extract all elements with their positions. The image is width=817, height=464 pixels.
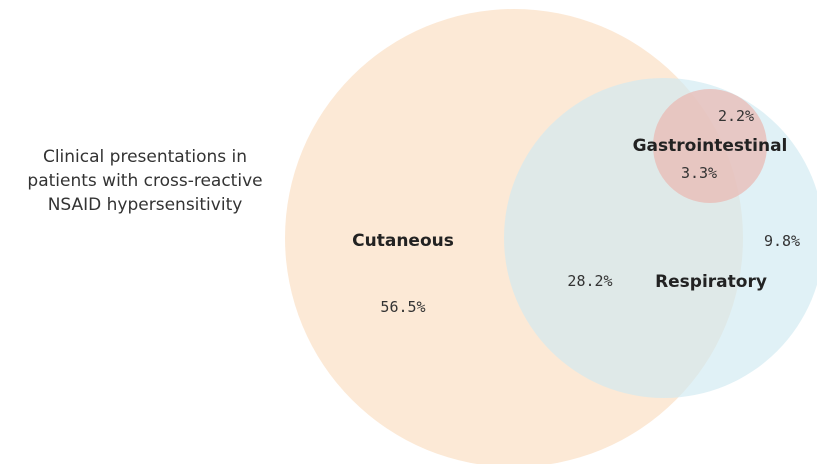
caption-line-3: NSAID hypersensitivity xyxy=(47,195,243,215)
cutaneous-respiratory-value: 28.2% xyxy=(567,272,612,290)
cutaneous-only-value: 56.5% xyxy=(380,298,425,316)
respiratory-gastrointestinal-value: 2.2% xyxy=(718,107,754,125)
gastrointestinal-label: Gastrointestinal xyxy=(633,136,788,156)
cutaneous-label: Cutaneous xyxy=(352,231,454,251)
diagram-caption: Clinical presentations in patients with … xyxy=(0,145,290,217)
respiratory-label: Respiratory xyxy=(655,272,767,292)
respiratory-only-value: 9.8% xyxy=(764,232,800,250)
gastrointestinal-circle xyxy=(653,89,767,203)
caption-line-1: Clinical presentations in xyxy=(42,147,248,167)
all-three-value: 3.3% xyxy=(681,164,717,182)
caption-line-2: patients with cross-reactive xyxy=(27,171,263,191)
